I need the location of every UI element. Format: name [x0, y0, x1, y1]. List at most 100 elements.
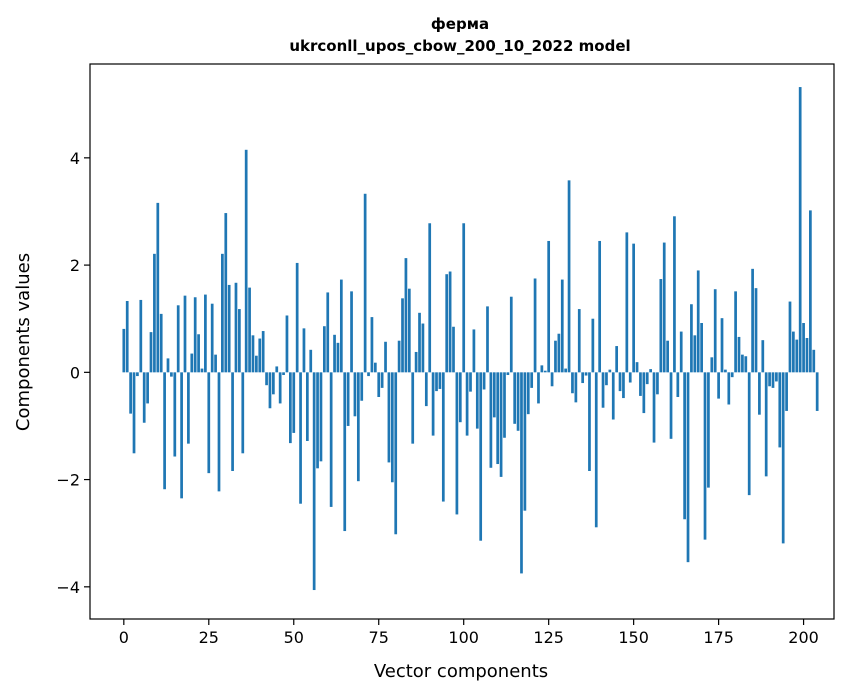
- chart-title: ферма: [431, 15, 489, 33]
- bar: [384, 341, 387, 373]
- bar: [190, 353, 194, 373]
- bar: [724, 369, 727, 373]
- bar: [717, 372, 720, 399]
- bar: [611, 372, 615, 420]
- x-tick-label: 150: [618, 628, 649, 647]
- bar: [676, 372, 680, 397]
- bar: [741, 354, 744, 373]
- bar: [540, 365, 544, 373]
- bar: [200, 368, 204, 373]
- bar: [180, 372, 183, 499]
- plot-frame: [89, 63, 835, 620]
- bar: [703, 372, 707, 540]
- bar: [469, 372, 472, 392]
- bar: [356, 372, 360, 482]
- bar: [690, 304, 693, 373]
- bar: [758, 372, 761, 415]
- bar: [435, 372, 438, 392]
- x-tick-label: 50: [284, 628, 304, 647]
- bar: [231, 372, 234, 471]
- bar: [628, 372, 632, 383]
- bar: [261, 331, 265, 373]
- bar: [492, 372, 496, 418]
- bar: [771, 372, 775, 388]
- bar: [798, 87, 802, 373]
- bar: [329, 372, 333, 507]
- bar: [713, 289, 717, 373]
- bar: [441, 372, 445, 502]
- bar: [363, 193, 367, 373]
- x-tick-label: 100: [448, 628, 479, 647]
- bar: [431, 372, 435, 436]
- bar: [693, 335, 697, 373]
- bar: [387, 372, 391, 463]
- bar: [285, 315, 289, 373]
- bar: [543, 370, 547, 373]
- bar: [224, 213, 228, 373]
- y-tick-label: −2: [56, 471, 80, 490]
- bar: [550, 372, 554, 387]
- bar: [322, 326, 326, 373]
- bar: [482, 372, 486, 390]
- bar: [360, 372, 364, 401]
- bar: [696, 270, 700, 373]
- bar: [234, 282, 238, 373]
- x-tick-label: 0: [119, 628, 129, 647]
- bar: [734, 291, 737, 373]
- bar: [707, 372, 710, 488]
- bar: [608, 369, 612, 373]
- bar: [370, 317, 374, 373]
- x-tick-label: 25: [199, 628, 219, 647]
- bar: [560, 279, 564, 373]
- bar: [156, 202, 160, 373]
- bar: [316, 372, 319, 469]
- bar: [744, 356, 748, 373]
- bar: [588, 372, 591, 471]
- bar: [204, 294, 207, 373]
- bar: [210, 303, 214, 373]
- bar: [656, 372, 659, 395]
- bar: [139, 299, 143, 373]
- bar: [764, 372, 768, 477]
- bar: [142, 372, 146, 423]
- bar: [418, 312, 421, 373]
- bar: [428, 223, 432, 373]
- bar: [751, 268, 754, 373]
- bar: [197, 334, 200, 373]
- bar: [217, 372, 221, 492]
- bar: [251, 335, 255, 373]
- bar: [333, 334, 336, 373]
- bar: [659, 279, 663, 373]
- y-axis-ticks: −4 −2 0 2 4: [56, 149, 90, 597]
- bar: [737, 336, 741, 373]
- bar: [775, 372, 778, 382]
- bar: [730, 372, 734, 378]
- bar: [424, 372, 428, 407]
- bar: [295, 262, 299, 373]
- y-tick-label: −4: [56, 578, 80, 597]
- bar: [122, 328, 126, 373]
- bar: [727, 372, 731, 405]
- bar: [662, 242, 666, 373]
- bar: [520, 372, 523, 574]
- bar: [343, 372, 347, 532]
- bar: [309, 349, 313, 373]
- bar: [768, 372, 771, 387]
- bar: [193, 297, 197, 373]
- bar: [472, 329, 476, 373]
- bar: [781, 372, 785, 544]
- bar: [785, 372, 788, 411]
- bar: [567, 180, 571, 373]
- bar: [275, 366, 279, 373]
- bar: [489, 372, 493, 468]
- bar: [319, 372, 323, 462]
- bar: [577, 309, 581, 373]
- bar: [445, 274, 449, 373]
- bar: [509, 296, 513, 373]
- bar: [407, 288, 411, 373]
- bar: [792, 331, 795, 373]
- bar: [258, 338, 262, 373]
- bar: [207, 372, 211, 474]
- bar: [149, 332, 153, 373]
